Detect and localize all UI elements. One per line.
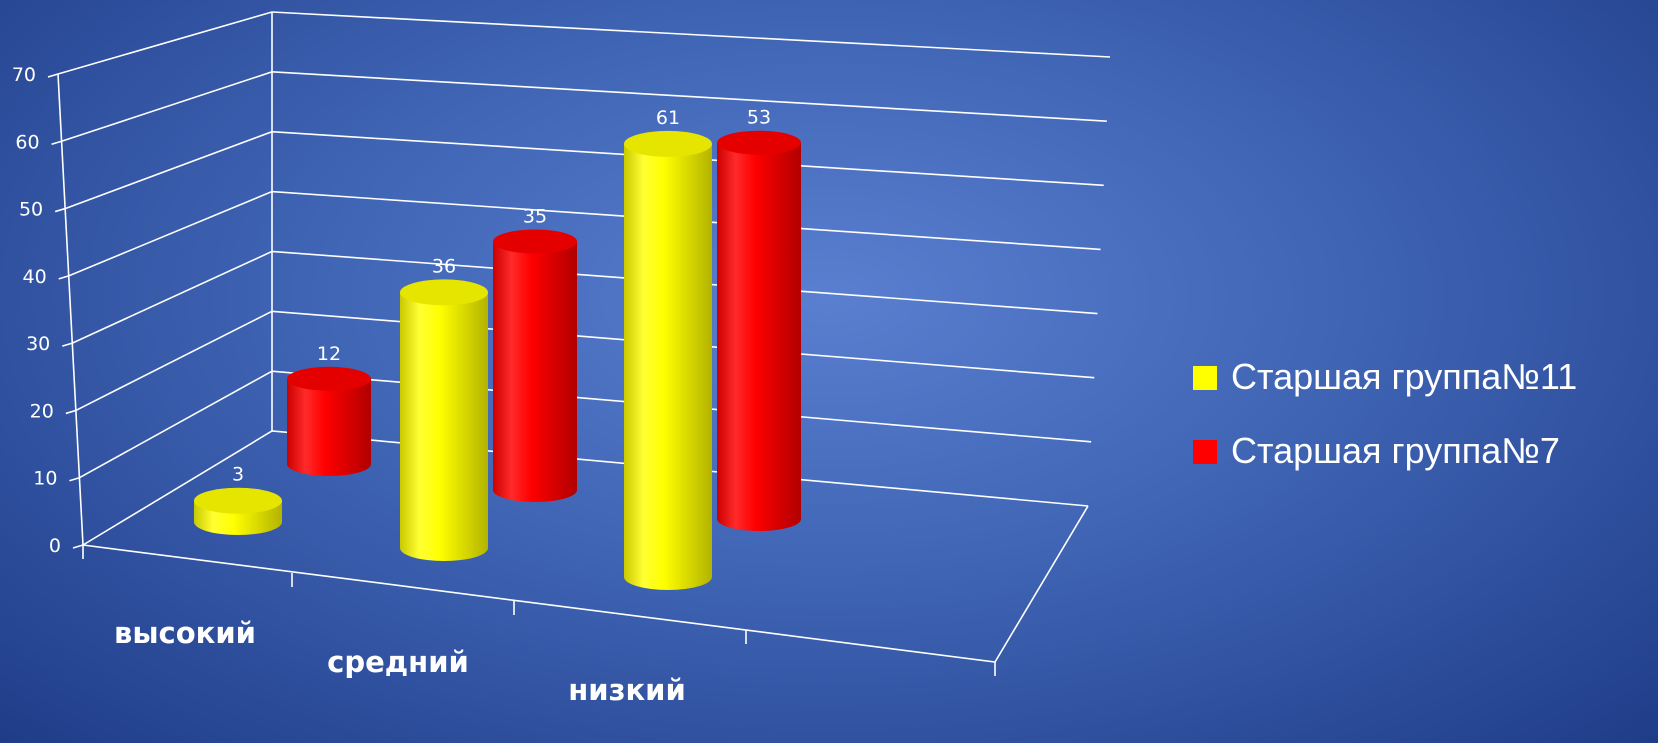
- legend-label: Старшая группа№11: [1231, 356, 1577, 397]
- legend: Старшая группа№11 Старшая группа№7: [1193, 356, 1577, 471]
- gridline: [61, 71, 1107, 143]
- y-axis-ticks: 0 10 20 30 40 50 60 70: [12, 64, 61, 557]
- bar-series: 12 35 53 3 36 61: [194, 107, 801, 590]
- bar-top: [400, 279, 488, 306]
- bar-top: [194, 487, 282, 514]
- bar-top: [717, 130, 801, 155]
- category-label: высокий: [114, 616, 256, 650]
- y-tick-label: 10: [33, 468, 57, 490]
- y-tick-label: 0: [49, 535, 61, 557]
- data-label: 3: [232, 464, 244, 486]
- y-tick-label: 60: [15, 131, 39, 153]
- data-label: 35: [523, 206, 547, 228]
- y-tick-label: 40: [23, 266, 47, 288]
- gridline: [68, 190, 1101, 277]
- legend-swatch: [1193, 366, 1217, 390]
- y-tick-label: 70: [12, 64, 36, 86]
- y-axis-tick: [51, 140, 62, 146]
- category-label: низкий: [568, 673, 686, 707]
- chart-grid: [47, 11, 1111, 676]
- category-axis-labels: высокий средний низкий: [114, 616, 686, 707]
- data-label: 53: [747, 107, 771, 129]
- category-label: средний: [327, 645, 469, 679]
- bar-cylinder: [624, 143, 712, 590]
- y-axis-tick: [72, 544, 84, 549]
- bar-cylinder: [287, 378, 371, 476]
- data-label: 36: [432, 255, 456, 277]
- y-tick-label: 50: [19, 199, 43, 221]
- legend-swatch: [1193, 440, 1217, 464]
- y-axis-tick: [69, 476, 80, 482]
- y-axis-tick: [54, 207, 66, 213]
- gridline: [71, 250, 1098, 344]
- data-label: 61: [656, 107, 680, 129]
- bar-top: [624, 130, 712, 157]
- y-axis-tick: [58, 275, 69, 280]
- bar-top: [493, 229, 577, 254]
- gridline: [79, 370, 1092, 479]
- data-label: 12: [317, 343, 341, 365]
- y-axis-tick: [47, 73, 59, 78]
- bar-cylinder: [717, 142, 801, 531]
- y-tick-label: 20: [30, 400, 54, 422]
- y-axis-tick: [65, 409, 77, 415]
- y-axis-tick: [62, 342, 73, 347]
- bar-cylinder: [400, 292, 488, 561]
- gridline: [64, 130, 1104, 210]
- gridline: [57, 11, 1111, 75]
- y-axis-line: [57, 73, 84, 546]
- y-tick-label: 30: [26, 333, 50, 355]
- bar-cylinder: [493, 241, 577, 502]
- legend-label: Старшая группа№7: [1231, 430, 1560, 471]
- bar-top: [287, 366, 371, 391]
